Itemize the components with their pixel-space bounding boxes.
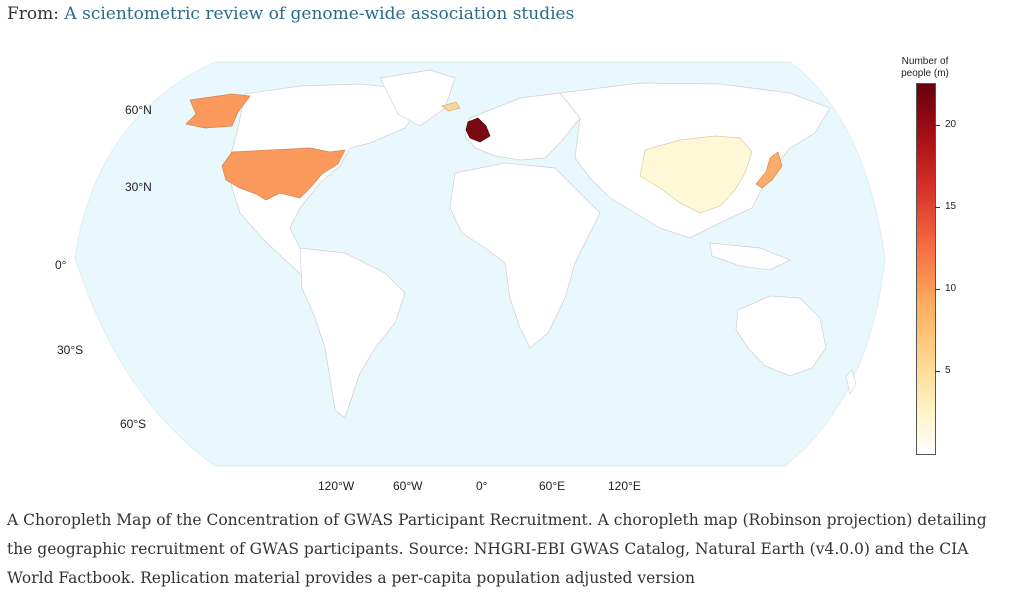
land-africa [449,162,601,349]
lat-label-equator: 0° [55,258,67,272]
choropleth-figure: 60°N 30°N 0° 30°S 60°S 120°W 60°W 0° 60°… [0,48,1014,498]
source-article-link[interactable]: A scientometric review of genome-wide as… [64,4,575,24]
from-label: From: [7,4,60,24]
legend-title-line1: Number of [901,56,949,67]
lon-label-120e: 120°E [608,479,641,493]
lon-label-0: 0° [476,479,488,493]
legend-tick-15: 15 [945,201,957,212]
legend-title-line2: people (m) [901,68,949,79]
land-southeast-asia [709,242,791,271]
land-europe [464,92,581,161]
region-japan [755,151,783,189]
land-south-america [299,247,406,419]
region-iceland [441,101,461,112]
figure-source-line: From: A scientometric review of genome-w… [7,2,574,26]
legend-tick-20: 20 [945,119,957,130]
region-united-kingdom [465,117,491,143]
region-china [639,135,753,214]
land-new-zealand [845,369,857,395]
lon-label-60e: 60°E [539,479,566,493]
legend-tick-mark [935,207,940,208]
legend-tick-5: 5 [945,365,951,376]
legend-tick-mark [935,289,940,290]
region-alaska [185,93,251,129]
legend-color-bar [916,83,936,455]
lat-label-60n: 60°N [125,103,152,117]
lon-label-120w: 120°W [318,479,355,493]
legend-tick-mark [935,371,940,372]
legend-title: Number of people (m) [880,56,970,80]
lat-label-30s: 30°S [57,343,84,357]
figure-caption: A Choropleth Map of the Concentration of… [7,511,987,587]
lat-label-60s: 60°S [120,417,147,431]
land-australia [735,295,827,377]
world-map [74,61,886,467]
legend-tick-10: 10 [945,283,957,294]
lon-label-60w: 60°W [393,479,423,493]
lat-label-30n: 30°N [125,180,152,194]
region-united-states [221,147,346,201]
legend-tick-mark [935,125,940,126]
